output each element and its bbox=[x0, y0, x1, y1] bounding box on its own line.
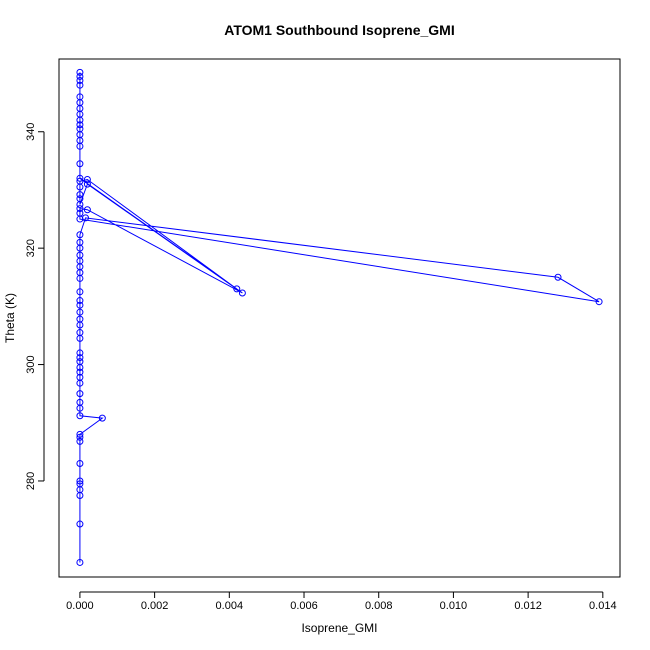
chart-title: ATOM1 Southbound Isoprene_GMI bbox=[224, 22, 454, 38]
data-point bbox=[76, 329, 84, 337]
data-point bbox=[76, 81, 84, 89]
plot-frame bbox=[58, 58, 621, 578]
data-point bbox=[76, 160, 84, 168]
data-point bbox=[76, 398, 84, 406]
data-point bbox=[76, 297, 84, 305]
data-point bbox=[76, 251, 84, 259]
data-point bbox=[76, 125, 84, 133]
data-point bbox=[76, 301, 84, 309]
data-point bbox=[76, 460, 84, 468]
data-point bbox=[554, 273, 562, 281]
data-point bbox=[233, 285, 241, 293]
data-point bbox=[76, 354, 84, 362]
data-point bbox=[76, 72, 84, 80]
data-point bbox=[76, 195, 84, 203]
x-tick-label: 0.008 bbox=[365, 600, 393, 612]
data-point bbox=[76, 231, 84, 239]
y-axis: 280 300 320 340 bbox=[25, 123, 45, 490]
data-point bbox=[595, 298, 603, 306]
data-point bbox=[76, 368, 84, 376]
data-point bbox=[76, 430, 84, 438]
data-point bbox=[76, 238, 84, 246]
data-series bbox=[76, 68, 603, 566]
data-point bbox=[76, 477, 84, 485]
y-tick-label: 320 bbox=[25, 239, 37, 257]
data-point bbox=[238, 289, 246, 297]
x-tick-label: 0.014 bbox=[589, 600, 617, 612]
x-axis-label: Isoprene_GMI bbox=[301, 621, 377, 635]
data-point bbox=[76, 68, 84, 76]
data-point bbox=[76, 209, 84, 217]
data-point bbox=[76, 520, 84, 528]
data-point bbox=[76, 373, 84, 381]
y-tick-label: 280 bbox=[25, 472, 37, 490]
data-point bbox=[83, 206, 91, 214]
data-point bbox=[76, 205, 84, 213]
x-tick-label: 0.000 bbox=[66, 600, 94, 612]
data-point bbox=[76, 349, 84, 357]
data-point bbox=[76, 412, 84, 420]
data-point bbox=[76, 358, 84, 366]
data-point bbox=[76, 174, 84, 182]
data-point bbox=[98, 414, 106, 422]
data-point bbox=[76, 121, 84, 129]
y-tick-label: 340 bbox=[25, 123, 37, 141]
y-tick-label: 300 bbox=[25, 355, 37, 373]
data-point bbox=[76, 191, 84, 199]
data-point bbox=[76, 558, 84, 566]
data-point bbox=[76, 177, 84, 185]
x-tick-label: 0.002 bbox=[141, 600, 169, 612]
x-tick-label: 0.012 bbox=[514, 600, 542, 612]
data-point bbox=[76, 480, 84, 488]
data-point bbox=[76, 390, 84, 398]
data-point bbox=[76, 315, 84, 323]
data-point bbox=[83, 180, 91, 188]
x-tick-label: 0.004 bbox=[216, 600, 244, 612]
data-point bbox=[76, 308, 84, 316]
data-point bbox=[83, 175, 91, 183]
data-point bbox=[76, 77, 84, 85]
x-axis: 0.000 0.002 0.004 0.006 0.008 0.010 0.012 0.014 bbox=[66, 591, 617, 612]
data-point bbox=[76, 93, 84, 101]
x-tick-label: 0.006 bbox=[290, 600, 318, 612]
data-point bbox=[76, 433, 84, 441]
x-tick-label: 0.010 bbox=[440, 600, 468, 612]
data-point bbox=[76, 437, 84, 445]
y-axis-label: Theta (K) bbox=[3, 293, 17, 343]
data-point bbox=[76, 288, 84, 296]
